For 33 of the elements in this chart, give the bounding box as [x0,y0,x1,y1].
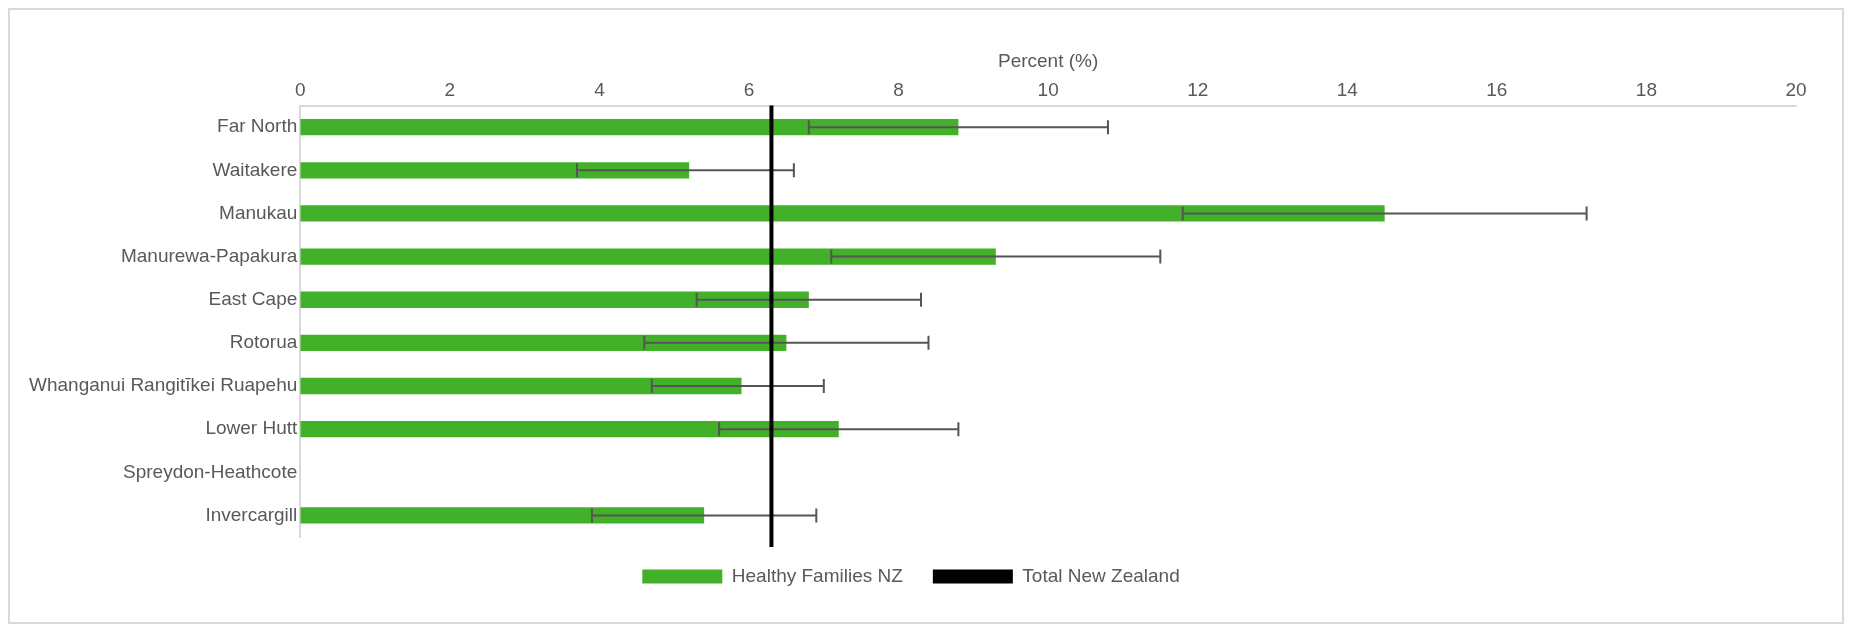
y-tick-label: Manurewa-Papakura [120,244,298,266]
x-tick-label: 2 [444,79,456,101]
legend-label: Total New Zealand [1022,564,1180,586]
bar [300,291,809,308]
bar [300,162,690,179]
x-tick-label: 4 [594,79,606,101]
bar [300,334,787,352]
y-tick-label: Spreydon-Heathcote [123,460,298,482]
x-tick-label: 20 [1785,79,1807,101]
y-tick-label: Rotorua [229,331,298,353]
x-tick-label: 18 [1635,79,1657,101]
legend-label: Healthy Families NZ [731,564,904,586]
x-tick-label: 16 [1486,79,1508,101]
x-tick-label: 14 [1336,79,1359,101]
bar [300,205,1385,222]
x-tick-label: 6 [743,79,755,101]
bar [300,377,742,395]
y-tick-label: Far North [217,115,298,137]
bar [300,421,839,438]
bar [300,248,996,265]
y-tick-label: Lower Hutt [205,417,299,439]
y-tick-label: Waitakere [212,158,298,180]
x-tick-label: 10 [1037,79,1059,101]
y-tick-label: East Cape [208,287,298,309]
bar [300,507,705,524]
x-tick-label: 12 [1187,79,1209,101]
y-tick-label: Invercargill [205,503,298,525]
x-tick-label: 8 [893,79,904,101]
y-tick-label: Manukau [219,201,298,223]
x-tick-label: 0 [295,79,306,101]
bar [300,119,959,136]
x-axis-title: Percent (%) [997,49,1099,71]
y-tick-label: Whanganui Rangitīkei Ruapehu [28,374,298,396]
